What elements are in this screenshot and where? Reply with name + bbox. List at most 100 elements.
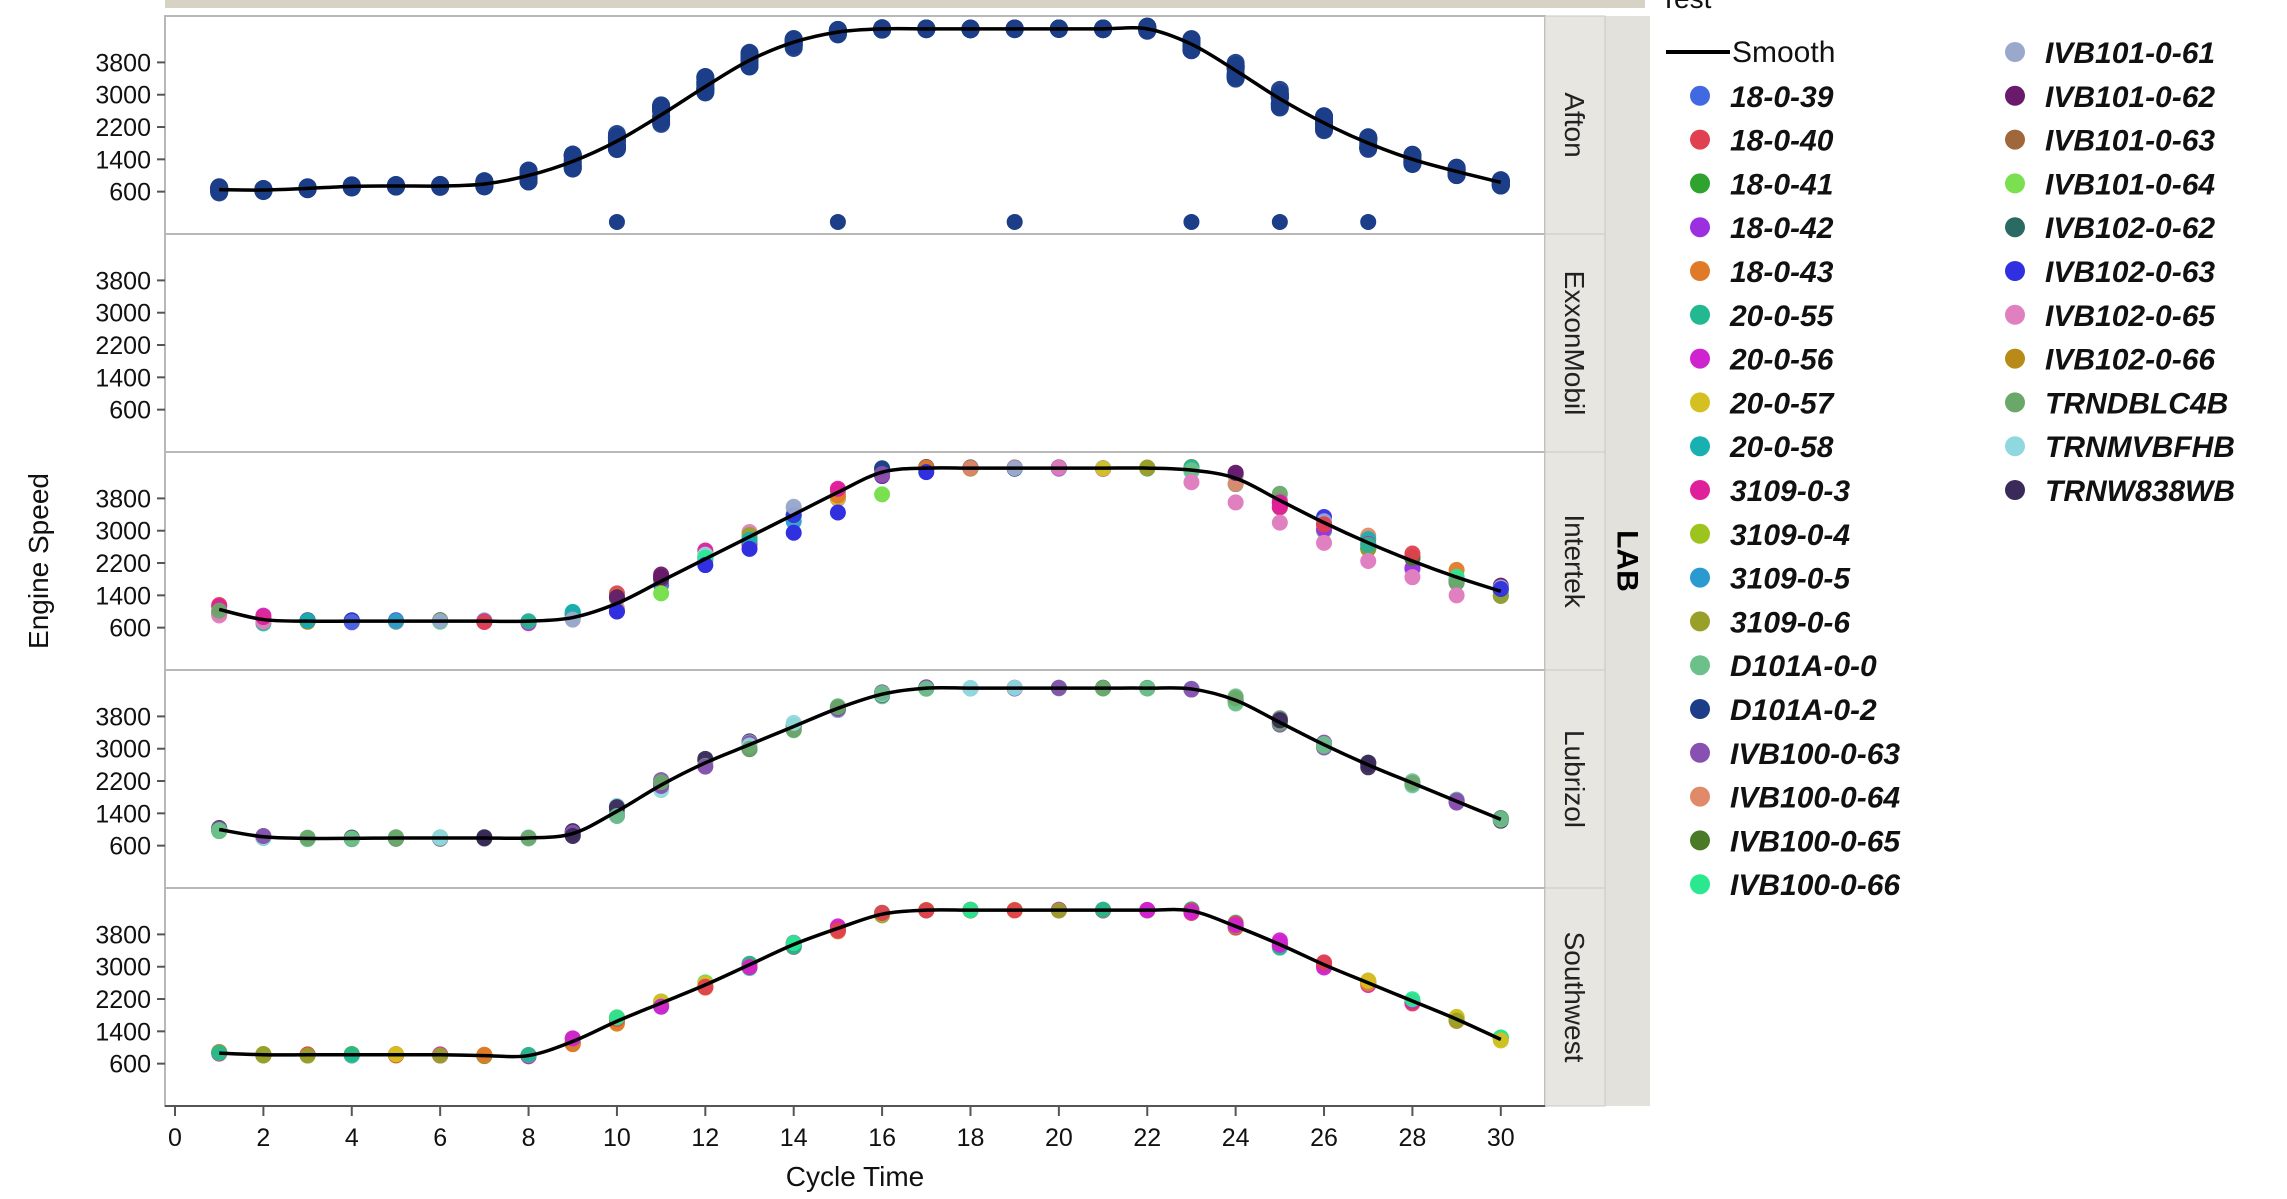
smooth-line bbox=[219, 907, 1502, 1059]
data-point-d101a-0-2 bbox=[1271, 213, 1288, 230]
legend-marker bbox=[2005, 436, 2025, 457]
legend-item: 18-0-43 bbox=[1690, 256, 1834, 289]
y-tick-label: 3800 bbox=[95, 485, 151, 513]
legend-label: IVB100-0-64 bbox=[1730, 782, 1900, 815]
legend-marker bbox=[1690, 261, 1710, 281]
y-tick-label: 600 bbox=[109, 833, 151, 861]
legend-marker bbox=[1690, 523, 1710, 544]
y-tick-label: 2200 bbox=[95, 114, 151, 142]
legend-label: IVB102-0-63 bbox=[2045, 256, 2215, 289]
legend-marker bbox=[1690, 480, 1710, 500]
legend-marker bbox=[1690, 348, 1710, 369]
y-tick-label: 3000 bbox=[95, 518, 151, 546]
x-tick-label: 8 bbox=[522, 1124, 536, 1152]
panel-frame bbox=[164, 15, 1546, 235]
legend-item: TRNDBLC4B bbox=[2005, 387, 2228, 420]
y-tick-label: 1400 bbox=[95, 800, 151, 828]
data-point-ivb102-0-63 bbox=[741, 540, 758, 557]
legend-marker bbox=[2005, 173, 2025, 194]
legend-marker bbox=[1690, 436, 1710, 457]
smooth-line bbox=[218, 466, 1502, 624]
legend-marker bbox=[1690, 874, 1710, 895]
data-point-ivb102-0-65 bbox=[1316, 534, 1333, 551]
legend-item: TRNMVBFHB bbox=[2005, 431, 2235, 464]
legend-marker bbox=[2005, 85, 2025, 106]
legend-label: IVB100-0-63 bbox=[1730, 738, 1900, 771]
y-tick-label: 1400 bbox=[95, 364, 151, 392]
data-point-ivb102-0-65 bbox=[1183, 474, 1200, 491]
data-point-ivb102-0-65 bbox=[1404, 569, 1421, 586]
legend-marker bbox=[2005, 304, 2025, 325]
data-point bbox=[828, 21, 847, 40]
data-point bbox=[1404, 545, 1421, 562]
legend-marker bbox=[2005, 480, 2025, 500]
data-point-ivb102-0-63 bbox=[785, 524, 802, 541]
legend-marker bbox=[1690, 742, 1710, 763]
y-tick-label: 2200 bbox=[95, 986, 151, 1014]
panel-strip bbox=[1544, 669, 1606, 889]
legend-item: 18-0-39 bbox=[1690, 81, 1834, 114]
panel-frame bbox=[164, 233, 1546, 453]
data-point-d101a-0-2 bbox=[608, 213, 625, 230]
legend-marker bbox=[1690, 129, 1710, 150]
data-point bbox=[1492, 580, 1509, 597]
legend-label: 3109-0-4 bbox=[1730, 519, 1850, 552]
legend-label: IVB102-0-65 bbox=[2045, 300, 2216, 333]
data-point-d101a-0-2 bbox=[829, 213, 846, 230]
panel-afton: Afton 600 1400 2200 3000 3800 bbox=[95, 15, 1606, 235]
legend-title: Test bbox=[1660, 0, 1712, 14]
legend-label: TRNDBLC4B bbox=[2045, 387, 2228, 420]
legend-item: IVB101-0-64 bbox=[2005, 168, 2215, 201]
data-point-ivb102-0-65 bbox=[1271, 514, 1288, 531]
legend-item: IVB102-0-66 bbox=[2005, 344, 2215, 377]
legend-label: D101A-0-0 bbox=[1730, 650, 1877, 683]
legend-label: IVB102-0-66 bbox=[2045, 344, 2215, 377]
legend-label: 18-0-39 bbox=[1730, 81, 1834, 114]
data-point-d101a-0-2 bbox=[1183, 213, 1200, 230]
x-tick-label: 10 bbox=[603, 1124, 631, 1152]
legend-item: TRNW838WB bbox=[2005, 475, 2235, 508]
panel-intertek: Intertek 600 1400 2200 3000 3800 bbox=[95, 451, 1606, 671]
group-label: LAB bbox=[1611, 530, 1644, 592]
group-strip bbox=[1605, 16, 1650, 1106]
data-point-ivb102-0-65 bbox=[1360, 553, 1377, 569]
legend-item: 3109-0-5 bbox=[1690, 563, 1851, 596]
panel-southwest: Southwest 600 1400 2200 3000 3800 bbox=[95, 887, 1606, 1107]
legend-label: IVB101-0-62 bbox=[2045, 81, 2215, 114]
legend-label: IVB100-0-65 bbox=[1730, 825, 1901, 858]
legend-item: 20-0-57 bbox=[1690, 387, 1835, 420]
y-tick-label: 2200 bbox=[95, 768, 151, 796]
x-tick-label: 24 bbox=[1222, 1124, 1250, 1152]
panel-label: Southwest bbox=[1559, 932, 1590, 1063]
legend-item: IVB102-0-65 bbox=[2005, 300, 2216, 333]
legend-marker bbox=[1690, 655, 1710, 676]
legend-marker bbox=[2005, 348, 2025, 369]
legend-marker bbox=[2005, 217, 2025, 238]
panel-frame bbox=[164, 451, 1546, 671]
header-bar bbox=[165, 0, 1645, 8]
data-point-ivb102-0-63 bbox=[829, 504, 846, 521]
x-axis-label: Cycle Time bbox=[786, 1161, 924, 1192]
legend-item: IVB100-0-64 bbox=[1690, 782, 1900, 815]
y-tick-label: 1400 bbox=[95, 582, 151, 610]
legend-marker bbox=[1690, 217, 1710, 238]
y-tick-label: 3000 bbox=[95, 736, 151, 764]
legend-item: 3109-0-6 bbox=[1690, 606, 1850, 639]
x-tick-label: 12 bbox=[691, 1124, 719, 1152]
x-tick-label: 20 bbox=[1045, 1124, 1073, 1152]
y-tick-label: 2200 bbox=[95, 332, 151, 360]
legend-label: IVB101-0-61 bbox=[2045, 37, 2215, 70]
y-tick-label: 2200 bbox=[95, 550, 151, 578]
panel-label: Intertek bbox=[1559, 514, 1590, 608]
legend-label: 18-0-43 bbox=[1730, 256, 1834, 289]
data-point bbox=[475, 172, 494, 191]
x-tick-label: 6 bbox=[433, 1124, 447, 1152]
legend-smooth-label: Smooth bbox=[1732, 36, 1835, 69]
y-tick-label: 3800 bbox=[95, 267, 151, 295]
x-tick-label: 22 bbox=[1133, 1124, 1161, 1152]
legend-item: 18-0-40 bbox=[1690, 125, 1834, 158]
x-tick-label: 14 bbox=[780, 1124, 808, 1152]
panel-lubrizol: Lubrizol 600 1400 2200 3000 3800 bbox=[95, 669, 1606, 889]
y-tick-label: 600 bbox=[109, 397, 151, 425]
